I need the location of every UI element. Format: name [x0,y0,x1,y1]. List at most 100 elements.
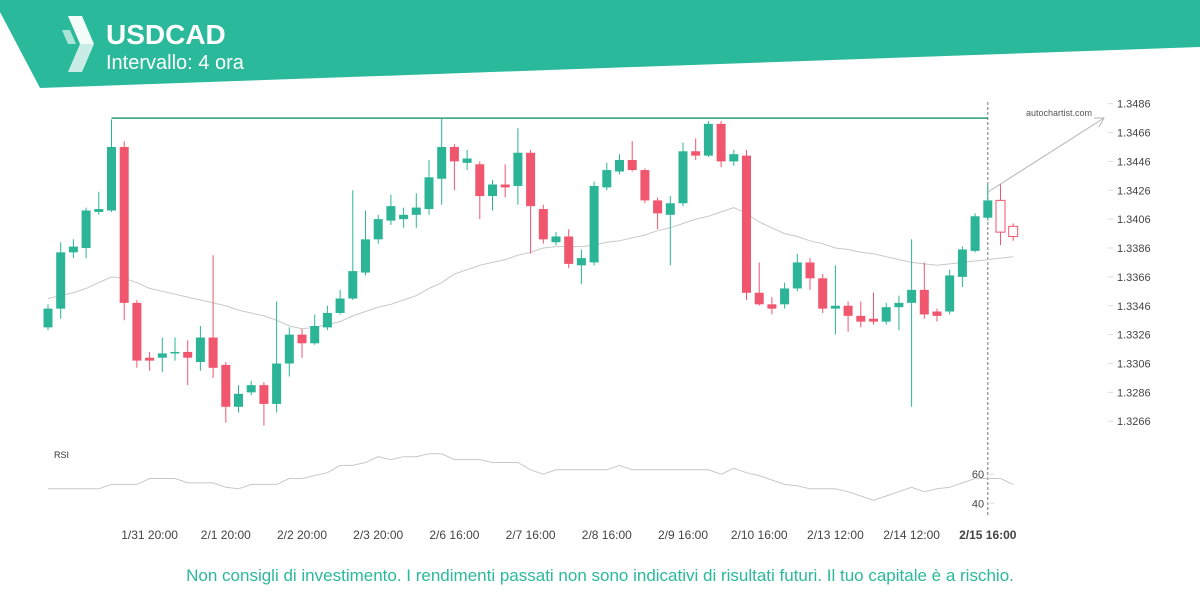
candle-body [513,152,523,186]
candle-body [869,318,878,322]
candle-body [881,307,891,322]
x-tick-label: 2/1 20:00 [201,528,251,542]
candle-body [983,200,993,218]
candle-body [564,236,574,264]
candle-body [145,357,155,361]
x-tick-label: 2/13 12:00 [807,528,864,542]
x-tick-label: 1/31 20:00 [121,528,178,542]
candle-body [792,262,802,289]
y-tick-label: 1.3466 [1117,128,1151,140]
candle-body [538,209,548,240]
x-tick-label: 2/14 12:00 [883,528,940,542]
candle-body [259,385,269,404]
candle-body [665,203,675,215]
candle-body [754,292,764,305]
candle-body [449,146,459,162]
candle-body [335,298,345,313]
candle-body [653,200,663,214]
candle-body [627,159,637,171]
y-tick-label: 1.3486 [1117,99,1151,111]
candle-body [830,305,840,309]
candle-body [894,302,904,308]
disclaimer: Non consigli di investimento. I rendimen… [186,566,1014,585]
candle-body [361,239,370,273]
header-title: USDCAD [106,19,226,50]
candle-body [856,315,866,322]
candle-body [322,312,332,328]
candle-body [780,288,790,305]
y-tick-label: 1.3306 [1117,358,1151,370]
candle-body [526,152,536,207]
candle-body [132,302,142,361]
y-tick-label: 1.3446 [1117,156,1151,168]
logo [62,16,94,72]
candle-body [221,364,231,407]
candle-body [995,199,1006,233]
candle-body [615,159,624,172]
rsi-line [48,453,1014,501]
y-tick-label: 1.3286 [1117,387,1151,399]
x-tick-label: 2/2 20:00 [277,528,327,542]
candle-body [348,271,358,299]
candle-body [475,164,485,197]
candle-body [424,177,434,210]
candle-body [729,154,739,162]
candle-body [284,334,294,364]
header-band [0,0,1200,88]
candle-body [310,325,320,344]
x-tick-label: 2/8 16:00 [582,528,632,542]
candle-body [576,258,586,266]
candle-body [208,337,218,368]
candle-body [640,170,650,201]
candle-body [602,170,612,188]
candle-body [437,146,447,179]
y-tick-label: 1.3426 [1117,185,1151,197]
candle-body [234,393,243,407]
rsi-tick-label: 40 [972,498,984,510]
candle-body [742,155,751,293]
candle-body [195,337,205,363]
rsi-label: RSI [54,450,69,460]
x-tick-label: 2/3 20:00 [353,528,403,542]
y-tick-label: 1.3406 [1117,214,1151,226]
candle-body [157,353,167,358]
candle-body [462,158,472,163]
candle-body [1008,225,1019,237]
projection-arrow [987,117,1105,193]
x-tick-label: 2/7 16:00 [506,528,556,542]
candle-body [767,304,777,309]
candle-body [297,334,307,344]
candle-body [94,209,104,212]
x-tick-label: 2/6 16:00 [429,528,479,542]
candle-body [907,289,917,303]
candle-body [373,219,383,240]
candle-body [56,252,66,309]
candle-body [589,185,599,263]
x-tick-label: 2/9 16:00 [658,528,708,542]
y-tick-label: 1.3326 [1117,330,1151,342]
candle-body [957,249,967,277]
y-tick-label: 1.3346 [1117,301,1151,313]
candle-body [678,151,688,204]
candle-body [488,184,497,197]
candle-body [411,207,421,215]
candle-body [932,311,942,316]
header-subtitle: Intervallo: 4 ora [106,52,245,74]
x-tick-label: 2/10 16:00 [731,528,788,542]
candle-body [703,123,713,156]
candle-body [183,351,193,358]
candle-body [107,146,116,211]
candle-body [970,216,980,251]
candle-body [919,289,929,315]
watermark: autochartist.com [1026,108,1092,118]
candle-body [119,146,129,303]
candle-body [818,278,828,309]
candle-body [843,305,853,316]
plot: 1.3266 1.3286 1.3306 1.3326 1.3346 1.3366 1.33… [43,99,1151,542]
candle-body [43,308,53,328]
candle-body [945,275,955,312]
x-tick-label: 2/15 16:00 [959,528,1017,542]
candle-body [551,236,561,243]
